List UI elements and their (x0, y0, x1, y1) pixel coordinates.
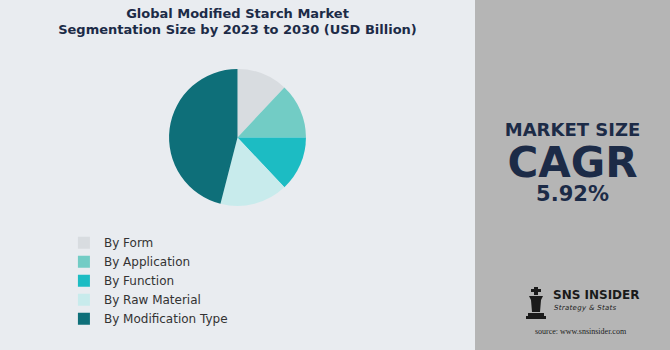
html-text:CAGR: CAGR (507, 138, 638, 187)
html-text:SNS INSIDER: SNS INSIDER (553, 288, 640, 302)
svg-text:Global Modified Starch MarketS: Global Modified Starch MarketSegmentatio… (58, 6, 417, 38)
svg-text:By Form: By Form (104, 236, 153, 250)
html-text:source: www.snsinsider.com: source: www.snsinsider.com (534, 327, 627, 336)
html-text:Strategy & Stats: Strategy & Stats (554, 304, 617, 312)
html-text:5.92%: 5.92% (536, 182, 609, 206)
svg-text:By Modification Type: By Modification Type (104, 312, 228, 326)
svg-text:By Raw Material: By Raw Material (104, 293, 201, 307)
html-text:MARKET SIZE: MARKET SIZE (504, 119, 641, 140)
svg-text:By Function: By Function (104, 274, 174, 288)
svg-text:By Application: By Application (104, 255, 190, 269)
